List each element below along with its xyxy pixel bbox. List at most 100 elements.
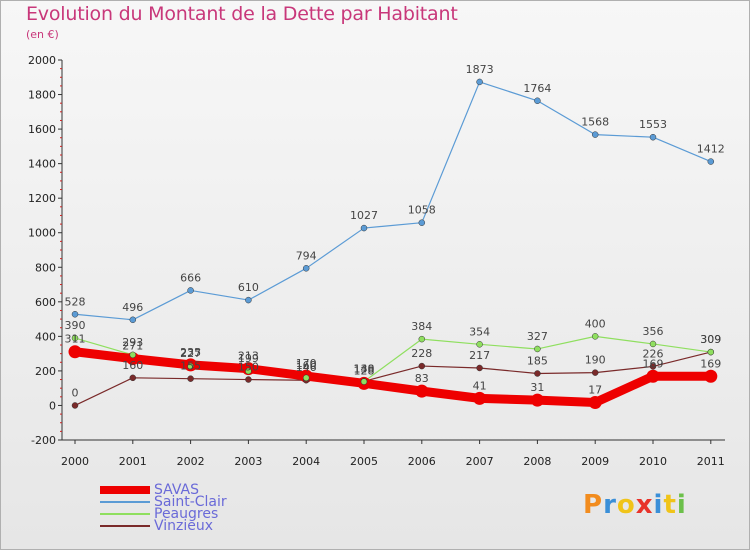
- series-point: [476, 78, 483, 86]
- legend-label: Peaugres: [154, 506, 219, 522]
- series-point: [302, 265, 310, 272]
- series-points: [71, 78, 715, 409]
- series-point: [68, 345, 82, 359]
- data-label: 1412: [697, 143, 725, 156]
- chart-title: Evolution du Montant de la Dette par Hab…: [26, 3, 458, 25]
- data-label: 400: [585, 317, 606, 330]
- y-tick-label: 600: [35, 296, 56, 309]
- data-label: 228: [411, 347, 432, 360]
- y-tick-label: 1400: [28, 158, 56, 171]
- series-point: [129, 351, 137, 359]
- data-label: 213: [238, 350, 259, 363]
- series-point: [71, 334, 79, 342]
- y-tick-label: 1200: [28, 192, 56, 205]
- legend-swatch: [100, 501, 150, 503]
- data-label: 31: [530, 381, 544, 394]
- proxiti-logo: Proxiti: [583, 490, 687, 520]
- series-point: [591, 333, 599, 340]
- data-label: 390: [65, 319, 86, 332]
- x-tick-label: 2009: [581, 455, 609, 468]
- y-tick-label: 400: [35, 330, 56, 343]
- series-point: [245, 296, 252, 304]
- data-label: 311: [65, 333, 86, 346]
- data-label: 217: [469, 349, 490, 362]
- series-point: [187, 362, 194, 370]
- series-point: [534, 97, 541, 105]
- data-label: 794: [296, 249, 317, 262]
- data-label: 666: [180, 271, 201, 284]
- series-point: [360, 224, 368, 232]
- line-chart: -200020040060080010001200140016001800200…: [28, 54, 725, 468]
- y-tick-label: 1000: [28, 227, 56, 240]
- series-point: [704, 369, 718, 383]
- series-point: [245, 376, 252, 383]
- x-tick-label: 2004: [292, 455, 320, 468]
- data-label: 1568: [581, 116, 609, 129]
- legend-item: SAVAS: [100, 482, 227, 498]
- axes: -200020040060080010001200140016001800200…: [28, 54, 725, 468]
- data-label: 146: [296, 361, 317, 374]
- data-label: 169: [700, 357, 721, 370]
- series-point: [649, 133, 657, 141]
- series-point: [245, 367, 252, 375]
- data-label: 138: [354, 363, 375, 376]
- data-label: 496: [122, 301, 143, 314]
- data-label: 140: [354, 362, 375, 375]
- data-label: 235: [180, 346, 201, 359]
- x-tick-label: 2002: [177, 455, 205, 468]
- data-label: 17: [588, 384, 602, 397]
- data-label: 160: [122, 359, 143, 372]
- data-label: 155: [180, 360, 201, 373]
- data-label: 83: [415, 372, 429, 385]
- x-tick-label: 2003: [234, 455, 262, 468]
- series-point: [591, 369, 599, 376]
- data-label: 199: [238, 352, 259, 365]
- series-lines: [68, 81, 718, 410]
- series-point: [649, 340, 657, 348]
- series-point: [302, 374, 310, 382]
- series-point: [473, 391, 487, 405]
- legend-label: Vinzieux: [154, 518, 214, 534]
- series-line-savas: [70, 347, 716, 408]
- data-label: 1873: [466, 63, 494, 76]
- series-line-vinzieux: [74, 351, 712, 407]
- data-label: 271: [122, 340, 143, 353]
- legend-item: Peaugres: [100, 506, 227, 522]
- data-label: 226: [643, 347, 664, 360]
- series-point: [588, 396, 602, 410]
- data-label: 128: [354, 364, 375, 377]
- data-label: 1764: [523, 82, 551, 95]
- data-label: 309: [700, 333, 721, 346]
- x-tick-label: 2006: [408, 455, 436, 468]
- series-point: [418, 335, 426, 343]
- y-tick-label: 1800: [28, 89, 56, 102]
- legend-label: SAVAS: [154, 482, 199, 498]
- series-point: [646, 369, 660, 383]
- series-point: [415, 384, 429, 398]
- legend-item: Saint-Clair: [100, 494, 227, 510]
- series-point: [126, 352, 140, 366]
- data-label: 528: [65, 295, 86, 308]
- data-label: 160: [296, 359, 317, 372]
- data-label: 354: [469, 325, 490, 338]
- series-point: [591, 131, 599, 138]
- data-label: 356: [643, 325, 664, 338]
- data-label: 384: [411, 320, 432, 333]
- legend-label: Saint-Clair: [154, 494, 227, 510]
- series-point: [476, 341, 483, 348]
- series-point: [418, 219, 426, 226]
- series-point: [534, 345, 541, 353]
- y-tick-label: 200: [35, 365, 56, 378]
- x-tick-label: 2001: [119, 455, 147, 468]
- series-point: [707, 158, 715, 165]
- series-point: [187, 375, 194, 382]
- series-point: [476, 364, 483, 372]
- series-point: [418, 362, 426, 370]
- x-tick-label: 2008: [523, 455, 551, 468]
- data-label: 170: [296, 357, 317, 370]
- data-label: 1058: [408, 204, 436, 217]
- data-label: 610: [238, 281, 259, 294]
- y-tick-label: -200: [31, 434, 56, 447]
